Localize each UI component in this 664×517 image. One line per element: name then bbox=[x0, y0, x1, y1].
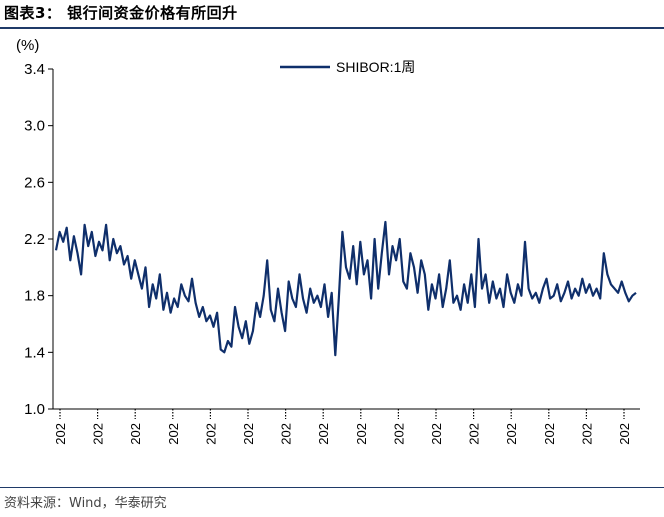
x-tick-label: 202 bbox=[128, 423, 143, 445]
x-tick-label: 202 bbox=[617, 423, 632, 445]
y-tick-label: 1.0 bbox=[24, 401, 45, 418]
x-tick-label: 202 bbox=[166, 423, 181, 445]
y-tick-label: 3.4 bbox=[24, 61, 45, 78]
x-tick-label: 202 bbox=[579, 423, 594, 445]
y-tick-label: 3.0 bbox=[24, 118, 45, 135]
legend-label: SHIBOR:1周 bbox=[336, 59, 415, 75]
x-tick-label: 202 bbox=[504, 423, 519, 445]
source-note: 资料来源：Wind，华泰研究 bbox=[4, 496, 167, 511]
y-tick-label: 2.2 bbox=[24, 231, 45, 248]
y-unit-label: (%) bbox=[16, 37, 39, 54]
x-tick-label: 202 bbox=[53, 423, 68, 445]
x-tick-label: 202 bbox=[241, 423, 256, 445]
x-tick-label: 202 bbox=[203, 423, 218, 445]
x-tick-label: 202 bbox=[429, 423, 444, 445]
y-tick-label: 2.6 bbox=[24, 174, 45, 191]
title-rule bbox=[0, 27, 664, 29]
chart-title: 图表3： 银行间资金价格有所回升 bbox=[4, 4, 238, 22]
x-tick-label: 202 bbox=[91, 423, 106, 445]
y-tick-label: 1.8 bbox=[24, 288, 45, 305]
x-tick-label: 202 bbox=[467, 423, 482, 445]
x-tick-label: 202 bbox=[542, 423, 557, 445]
x-tick-label: 202 bbox=[279, 423, 294, 445]
x-tick-label: 202 bbox=[354, 423, 369, 445]
x-tick-label: 202 bbox=[316, 423, 331, 445]
y-tick-label: 1.4 bbox=[24, 344, 45, 361]
x-tick-label: 202 bbox=[391, 423, 406, 445]
series-line-shibor-1w bbox=[54, 220, 637, 357]
line-chart: (%) 1.0 1.4 1.8 2.2 2.6 3.0 3.4 202 202 202 202 202 2… bbox=[16, 37, 640, 445]
source-rule bbox=[0, 487, 664, 488]
